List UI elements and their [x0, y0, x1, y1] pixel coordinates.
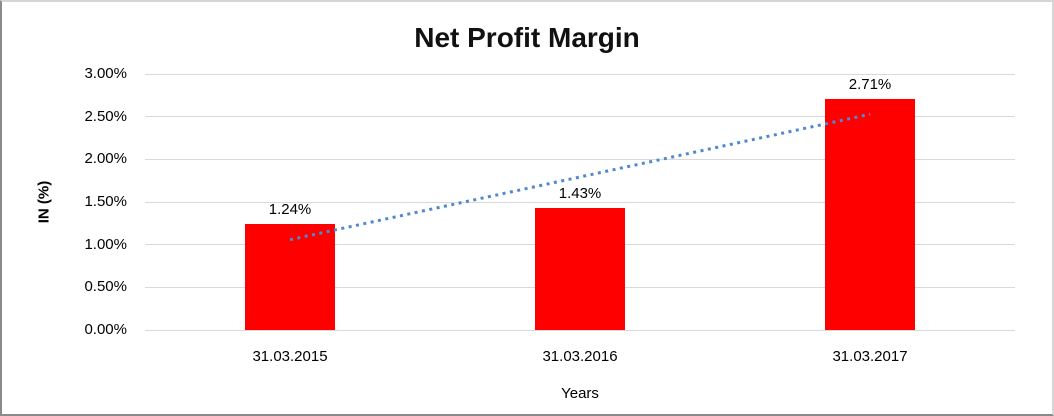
- bar: [825, 98, 915, 330]
- category-label: 31.03.2015: [252, 348, 328, 365]
- bar: [245, 224, 335, 330]
- chart-title: Net Profit Margin: [414, 22, 640, 53]
- gridline: [145, 73, 1015, 75]
- y-tick-label: 1.50%: [84, 193, 127, 210]
- category-label: 31.03.2017: [832, 348, 908, 365]
- x-axis-title: Years: [561, 385, 599, 402]
- y-tick-label: 2.50%: [84, 107, 127, 125]
- gridline: [145, 329, 1015, 331]
- y-tick-label: 0.00%: [84, 321, 127, 338]
- bar-value-label: 2.71%: [848, 75, 892, 93]
- bar-value-label: 1.24%: [268, 201, 312, 219]
- y-tick-label: 1.00%: [84, 235, 127, 253]
- bar-value-label: 1.43%: [558, 184, 602, 202]
- y-axis-title: IN (%): [35, 180, 53, 224]
- y-tick-label: 3.00%: [84, 65, 127, 82]
- y-tick-label: 0.50%: [84, 278, 127, 296]
- category-label: 31.03.2016: [542, 348, 618, 365]
- y-tick-label: 2.00%: [84, 150, 127, 168]
- bar: [535, 207, 625, 330]
